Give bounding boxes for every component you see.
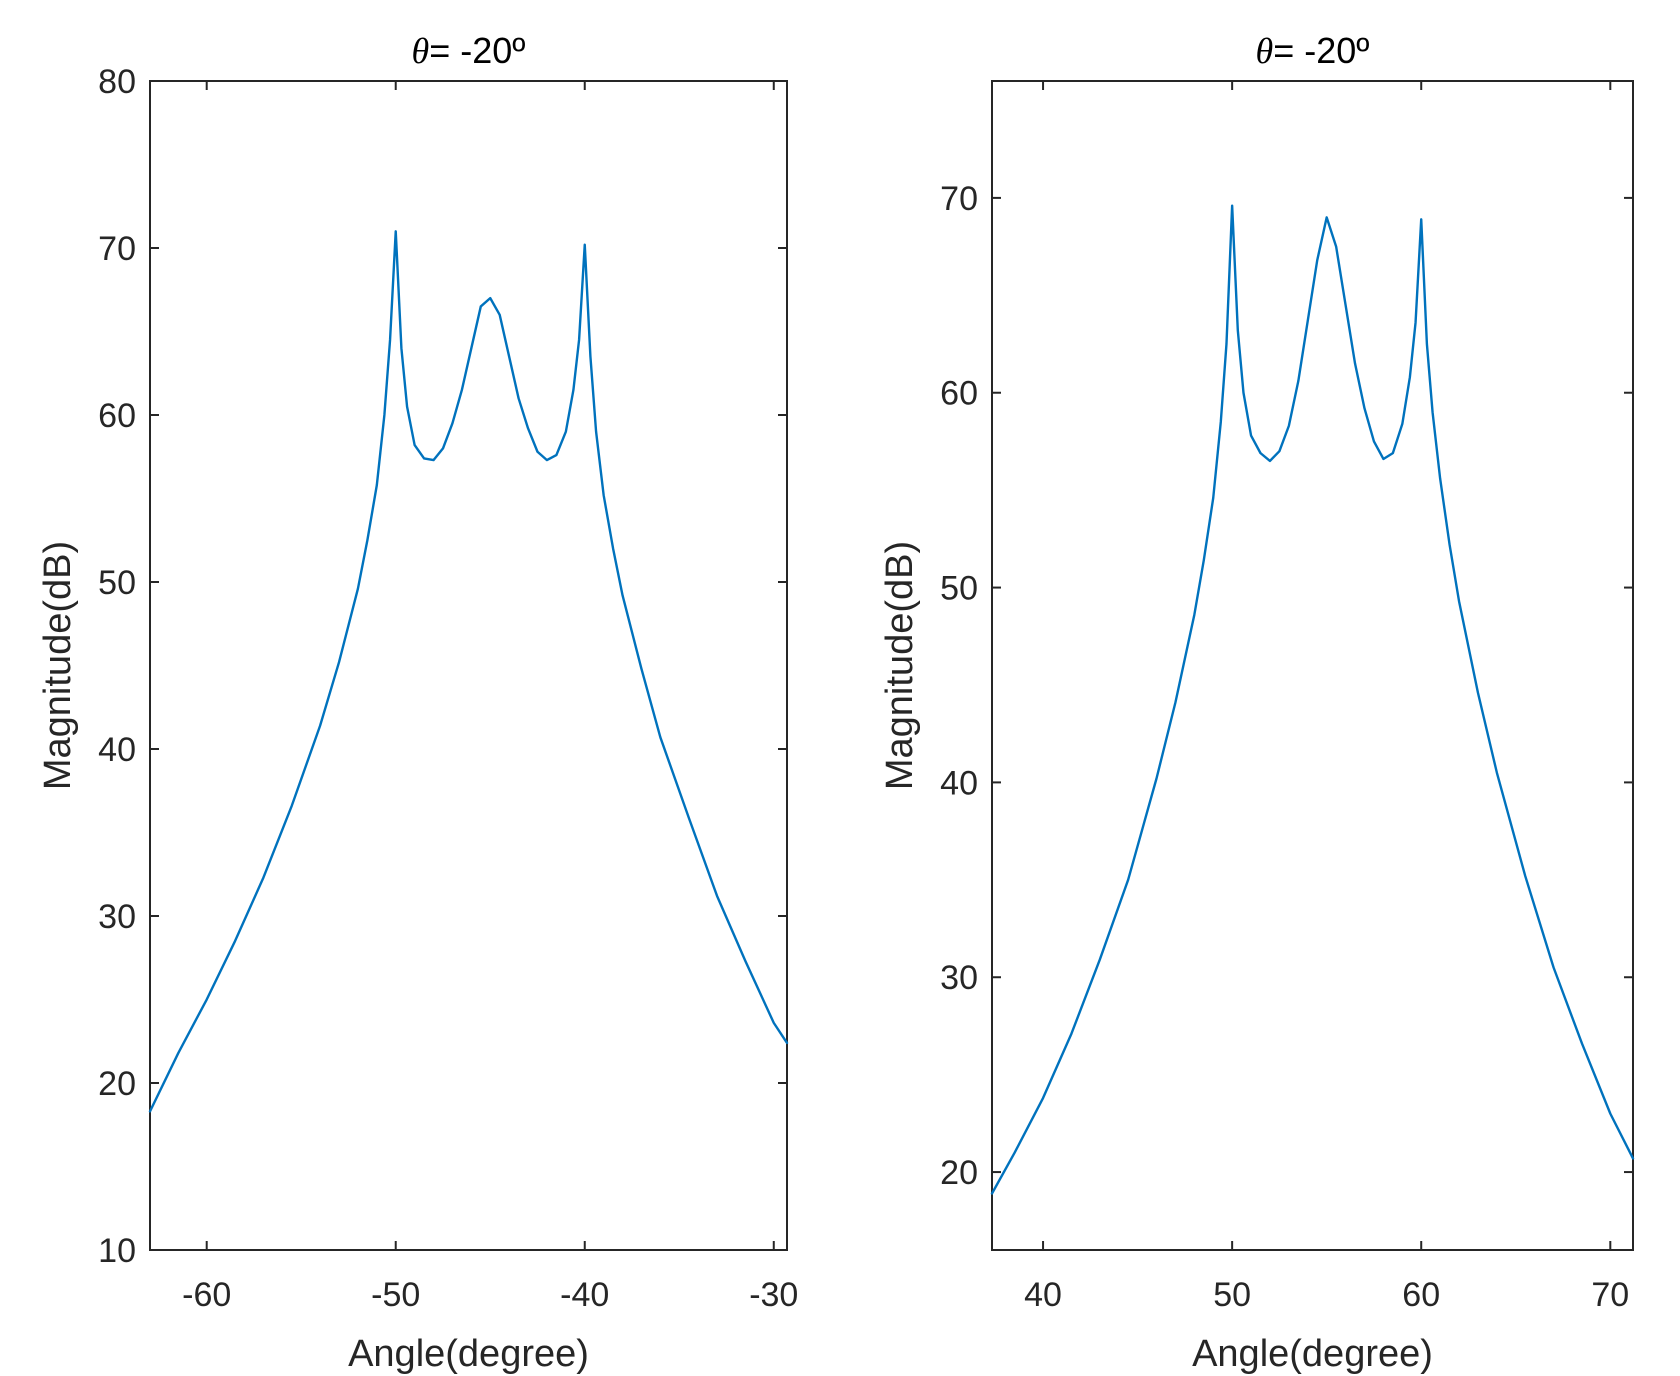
- x-axis-label: Angle(degree): [1192, 1333, 1433, 1375]
- y-tick-label: 50: [940, 570, 978, 608]
- y-axis-label: Magnitude(dB): [879, 541, 921, 790]
- y-tick-label: 20: [940, 1154, 978, 1192]
- subplot-left: 10 20 30 40 50 60 70 80 -60 -50 -40 -30 θ= -20º An…: [37, 30, 798, 1375]
- axes-box: [991, 80, 1634, 1251]
- y-tick-label: 50: [98, 564, 136, 602]
- title-theta-symbol: θ: [412, 31, 430, 71]
- title-value: = -20º: [1273, 30, 1369, 71]
- y-tick-label: 10: [98, 1232, 136, 1270]
- x-ticks: -60 -50 -40 -30: [182, 81, 798, 1314]
- y-ticks: 20 30 40 50 60 70: [940, 180, 1633, 1192]
- y-tick-label: 80: [98, 63, 136, 101]
- x-tick-label: 50: [1213, 1276, 1251, 1314]
- data-line: [148, 230, 789, 1113]
- data-line: [990, 204, 1635, 1195]
- y-tick-label: 70: [98, 230, 136, 268]
- x-tick-label: -50: [371, 1276, 420, 1314]
- y-tick-label: 40: [940, 764, 978, 802]
- y-ticks: 10 20 30 40 50 60 70 80: [98, 63, 787, 1270]
- title-theta-symbol: θ: [1256, 31, 1274, 71]
- y-tick-label: 70: [940, 180, 978, 218]
- axes-box: [149, 80, 788, 1251]
- y-axis-label: Magnitude(dB): [37, 541, 79, 790]
- x-tick-label: -60: [182, 1276, 231, 1314]
- x-tick-label: -40: [560, 1276, 609, 1314]
- y-tick-label: 20: [98, 1065, 136, 1103]
- y-tick-label: 30: [940, 959, 978, 997]
- x-axis-label: Angle(degree): [348, 1333, 589, 1375]
- y-tick-label: 60: [98, 397, 136, 435]
- x-tick-label: 70: [1591, 1276, 1629, 1314]
- y-tick-label: 40: [98, 731, 136, 769]
- y-tick-label: 30: [98, 898, 136, 936]
- chart-title: θ= -20º: [1256, 30, 1370, 71]
- x-tick-label: 40: [1024, 1276, 1062, 1314]
- chart-title: θ= -20º: [412, 30, 526, 71]
- y-tick-label: 60: [940, 375, 978, 413]
- x-tick-label: -30: [749, 1276, 798, 1314]
- subplot-right: 20 30 40 50 60 70 40 50 60 70 θ= -20º Angle(degr…: [879, 30, 1635, 1375]
- x-tick-label: 60: [1402, 1276, 1440, 1314]
- title-value: = -20º: [429, 30, 525, 71]
- x-ticks: 40 50 60 70: [1024, 81, 1629, 1314]
